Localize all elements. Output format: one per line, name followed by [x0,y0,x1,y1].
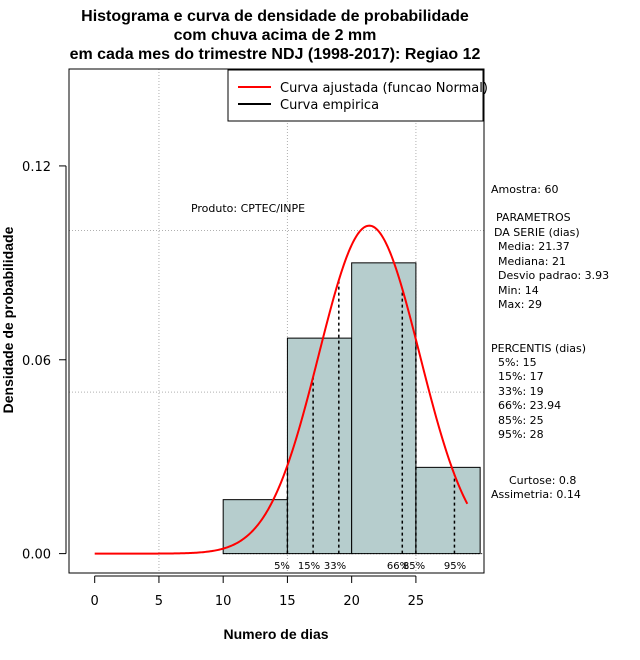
legend-label: Curva ajustada (funcao Normal) [280,81,488,96]
stats-line: 85%: 25 [498,414,544,427]
produto-label: Produto: CPTEC/INPE [191,202,305,215]
legend-label: Curva empirica [280,98,379,113]
stats-line: 33%: 19 [498,385,544,398]
title-line: em cada mes do trimestre NDJ (1998-2017)… [70,46,481,63]
y-axis-label: Densidade de probabilidade [0,226,16,413]
stats-line: Media: 21.37 [498,240,570,253]
y-tick-label: 0.00 [22,548,51,563]
percentile-label: 33% [324,561,346,572]
y-tick-label: 0.06 [22,354,51,369]
x-tick-label: 15 [279,594,296,609]
percentile-label: 66% [387,561,409,572]
stats-line: Curtose: 0.8 [509,474,576,487]
percentile-label: 15% [298,561,320,572]
histogram-bar [351,262,417,555]
percentile-label: 5% [274,561,290,572]
x-tick-label: 20 [343,594,360,609]
x-axis-label: Numero de dias [223,626,328,642]
histogram-bars [222,262,484,555]
plot-frame [68,68,485,574]
legend: Curva ajustada (funcao Normal) Curva empi… [227,69,488,122]
legend-box [227,69,484,122]
percentile-label: 95% [444,561,466,572]
stats-line: Assimetria: 0.14 [491,488,581,501]
normal-curve-line [94,224,469,555]
stats-line: Desvio padrao: 3.93 [498,269,609,282]
plot-box [68,68,485,574]
stats-line: 5%: 15 [498,356,537,369]
histogram-bar [415,466,481,555]
stats-line: PERCENTIS (dias) [491,342,586,355]
x-tick-label: 25 [408,594,425,609]
x-tick-label: 10 [215,594,232,609]
normal-curve [94,224,469,555]
stats-line: 66%: 23.94 [498,399,561,412]
axes: 0 5 10 15 20 25 Numero de dias 0.00 0.06 0.12 Dens… [0,160,424,642]
chart-title: Histograma e curva de densidade de proba… [70,8,481,63]
stats-line: Mediana: 21 [498,255,566,268]
stats-line: Min: 14 [498,284,539,297]
percentile-lines [286,280,456,554]
stats-line: 15%: 17 [498,370,544,383]
stats-line: Max: 29 [498,298,542,311]
stats-line: PARAMETROS [496,211,571,224]
histogram-bar [286,337,353,555]
stats-line: 95%: 28 [498,428,544,441]
stats-line: DA SERIE (dias) [494,226,580,239]
stats-line: Amostra: 60 [491,183,558,196]
title-line: com chuva acima de 2 mm [174,27,377,44]
title-line: Histograma e curva de densidade de proba… [81,8,469,25]
annotations: Produto: CPTEC/INPE 5% 15% 33% 66%85% 95% Amos… [191,183,609,572]
percentile-label: 85% [403,561,425,572]
y-tick-label: 0.12 [22,160,51,175]
x-tick-label: 0 [91,594,99,609]
x-tick-label: 5 [155,594,163,609]
